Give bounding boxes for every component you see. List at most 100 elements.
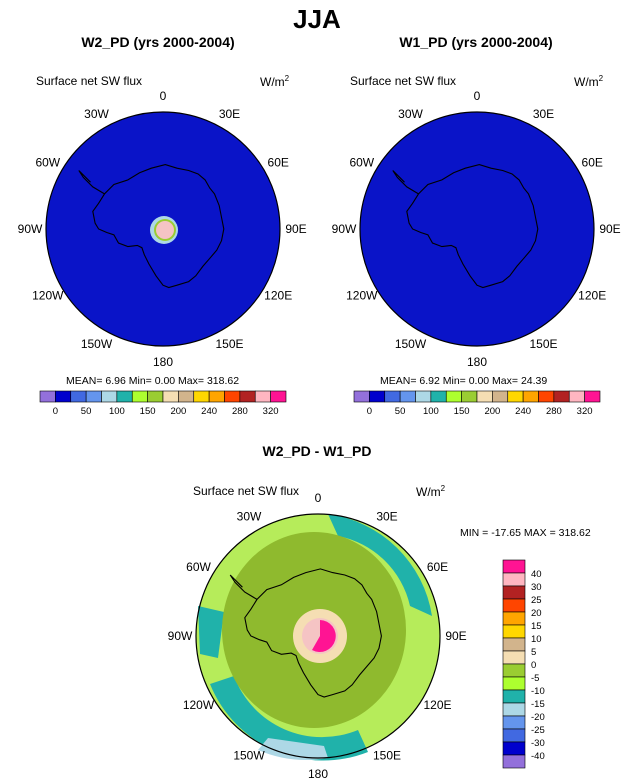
- diff-lon-label: 30W: [237, 510, 262, 524]
- diff-colorbar-box: [502, 741, 526, 756]
- diff-band-sw: [210, 676, 368, 761]
- w2-coastline: [92, 164, 225, 289]
- diff-colorbar-tick: 40: [531, 569, 542, 580]
- w2-lon-label: 150W: [81, 337, 113, 351]
- w1-colorbar-tick: 100: [423, 406, 439, 417]
- w1-lon-label: 60E: [582, 156, 603, 170]
- w2-colorbar-tick: 280: [232, 406, 248, 417]
- diff-lon-label: 30E: [376, 510, 397, 524]
- w1-colorbar-box: [553, 390, 570, 403]
- w2-colorbar-tick: 240: [201, 406, 217, 417]
- variable-label-w2: Surface net SW flux: [36, 74, 143, 88]
- diff-colorbar-tick: -20: [531, 712, 545, 723]
- w2-colorbar-tick: 100: [109, 406, 125, 417]
- w2-colorbar-box: [55, 390, 72, 403]
- w2-coastline-peninsula: [78, 170, 105, 195]
- w1-lon-label: 180: [467, 355, 487, 369]
- w1-lon-label: 90E: [599, 222, 620, 236]
- diff-lon-label: 90E: [445, 629, 466, 643]
- stats-w1: MEAN= 6.92 Min= 0.00 Max= 24.39: [380, 375, 548, 387]
- units-label-w2: W/m2: [260, 74, 290, 89]
- w2-lon-label: 90W: [18, 222, 43, 236]
- w1-lon-label: 30E: [533, 107, 554, 121]
- diff-colorbar-box: [502, 611, 526, 626]
- w2-colorbar-tick: 0: [53, 406, 58, 417]
- w1-colorbar-tick: 200: [484, 406, 500, 417]
- diff-colorbar-box: [502, 689, 526, 704]
- diff-colorbar-box: [502, 754, 526, 769]
- w1-colorbar-tick: 320: [577, 406, 593, 417]
- stats-w2: MEAN= 6.96 Min= 0.00 Max= 318.62: [66, 375, 240, 387]
- diff-lon-label: 60W: [186, 560, 211, 574]
- w1-lon-label: 0: [474, 89, 481, 103]
- w1-lon-label: 30W: [398, 107, 423, 121]
- w2-colorbar-box: [193, 390, 210, 403]
- w2-colorbar-box: [116, 390, 133, 403]
- w1-colorbar-box: [445, 390, 462, 403]
- w2-colorbar-box: [224, 390, 241, 403]
- units-label-diff: W/m2: [416, 484, 446, 499]
- w2-colorbar-box: [147, 390, 164, 403]
- diff-band-w: [198, 606, 224, 658]
- diff-coastline: [244, 568, 382, 698]
- w2-colorbar-box: [101, 390, 118, 403]
- diff-map-border: [195, 513, 441, 759]
- w1-map-disk: [359, 111, 595, 347]
- w2-lon-label: 180: [153, 355, 173, 369]
- diff-colorbar-box: [502, 663, 526, 678]
- w2-colorbar-box: [131, 390, 148, 403]
- diff-colorbar-box: [502, 728, 526, 743]
- w1-colorbar-box: [568, 390, 585, 403]
- diff-lon-label: 180: [308, 767, 328, 780]
- w2-colorbar-tick: 320: [263, 406, 279, 417]
- panel-title-w2: W2_PD (yrs 2000-2004): [81, 34, 235, 50]
- diff-colorbar-tick: -10: [531, 686, 545, 697]
- w1-colorbar-box: [492, 390, 509, 403]
- diff-lon-label: 120W: [183, 698, 215, 712]
- diff-colorbar-box: [502, 598, 526, 613]
- w1-colorbar-box: [461, 390, 478, 403]
- w2-colorbar-tick: 50: [81, 406, 92, 417]
- w1-lon-label: 150E: [529, 337, 557, 351]
- w2-pole-center: [156, 221, 174, 239]
- stats-diff: MIN = -17.65 MAX = 318.62: [460, 527, 591, 539]
- variable-label-diff: Surface net SW flux: [193, 484, 300, 498]
- w1-colorbar-box: [507, 390, 524, 403]
- w2-colorbar-box: [70, 390, 87, 403]
- w2-lon-label: 120E: [264, 289, 292, 303]
- w2-colorbar-box: [162, 390, 179, 403]
- w2-lon-label: 60W: [35, 156, 60, 170]
- diff-lon-label: 0: [315, 491, 322, 505]
- diff-band-ne: [328, 514, 432, 616]
- w1-colorbar-box: [384, 390, 401, 403]
- diff-colorbar-tick: -5: [531, 673, 539, 684]
- diff-colorbar-box: [502, 650, 526, 665]
- w2-lon-label: 60E: [268, 156, 289, 170]
- w1-colorbar-box: [522, 390, 539, 403]
- w2-colorbar-box: [270, 390, 287, 403]
- w2-lon-label: 30E: [219, 107, 240, 121]
- diff-colorbar-tick: 10: [531, 634, 542, 645]
- w2-colorbar-box: [239, 390, 256, 403]
- w1-coastline-peninsula: [392, 170, 419, 195]
- units-label-w1: W/m2: [574, 74, 604, 89]
- w1-lon-label: 120E: [578, 289, 606, 303]
- diff-colorbar-box: [502, 715, 526, 730]
- diff-colorbar-tick: 30: [531, 582, 542, 593]
- diff-colorbar-tick: -30: [531, 738, 545, 749]
- w2-lon-label: 0: [160, 89, 167, 103]
- w2-colorbar-box: [208, 390, 225, 403]
- w1-colorbar-tick: 150: [454, 406, 470, 417]
- w1-coastline: [406, 164, 539, 289]
- diff-lon-label: 120E: [423, 698, 451, 712]
- w2-colorbar-box: [178, 390, 195, 403]
- diff-colorbar-box: [502, 624, 526, 639]
- w2-colorbar-tick: 150: [140, 406, 156, 417]
- w2-lon-label: 30W: [84, 107, 109, 121]
- w2-colorbar-tick: 200: [170, 406, 186, 417]
- w2-lon-label: 90E: [285, 222, 306, 236]
- diff-colorbar-tick: -40: [531, 751, 545, 762]
- w1-colorbar-box: [584, 390, 601, 403]
- w1-lon-label: 120W: [346, 289, 378, 303]
